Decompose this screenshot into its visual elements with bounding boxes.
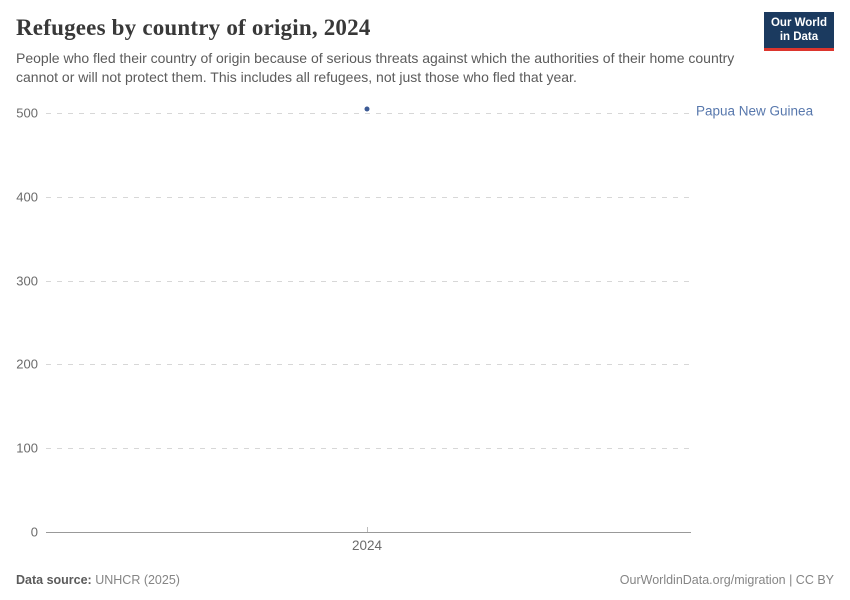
y-tick-label: 200	[16, 356, 38, 372]
data-source-value: UNHCR (2025)	[91, 573, 180, 587]
footer-license-link[interactable]: OurWorldinData.org/migration | CC BY	[619, 573, 834, 587]
y-tick-label: 100	[16, 440, 38, 456]
chart-title: Refugees by country of origin, 2024	[16, 15, 371, 40]
gridline	[46, 196, 691, 198]
gridline	[46, 280, 691, 282]
chart-header: Refugees by country of origin, 2024 Our …	[16, 12, 834, 87]
chart-subtitle: People who fled their country of origin …	[16, 49, 735, 85]
gridline	[46, 364, 691, 366]
y-tick-label: 500	[16, 105, 38, 121]
gridline	[46, 113, 691, 114]
data-source: Data source: UNHCR (2025)	[16, 573, 180, 587]
y-tick-label: 0	[30, 524, 38, 540]
logo-text-line1: Our World	[770, 17, 827, 29]
y-tick-label: 300	[16, 273, 38, 289]
y-tick-label: 400	[16, 189, 38, 205]
x-axis-line	[46, 532, 691, 533]
chart-footer: Data source: UNHCR (2025) OurWorldinData…	[16, 573, 834, 587]
owid-logo: Our World in Data	[763, 12, 834, 51]
logo-text-line2: in Data	[779, 31, 819, 43]
data-source-label: Data source:	[16, 573, 92, 587]
data-point-papua-new-guinea[interactable]	[364, 106, 370, 112]
x-tick-mark	[367, 527, 368, 532]
gridline	[46, 448, 691, 450]
x-tick-label: 2024	[351, 538, 383, 553]
entity-label-papua-new-guinea[interactable]: Papua New Guinea	[696, 103, 814, 119]
